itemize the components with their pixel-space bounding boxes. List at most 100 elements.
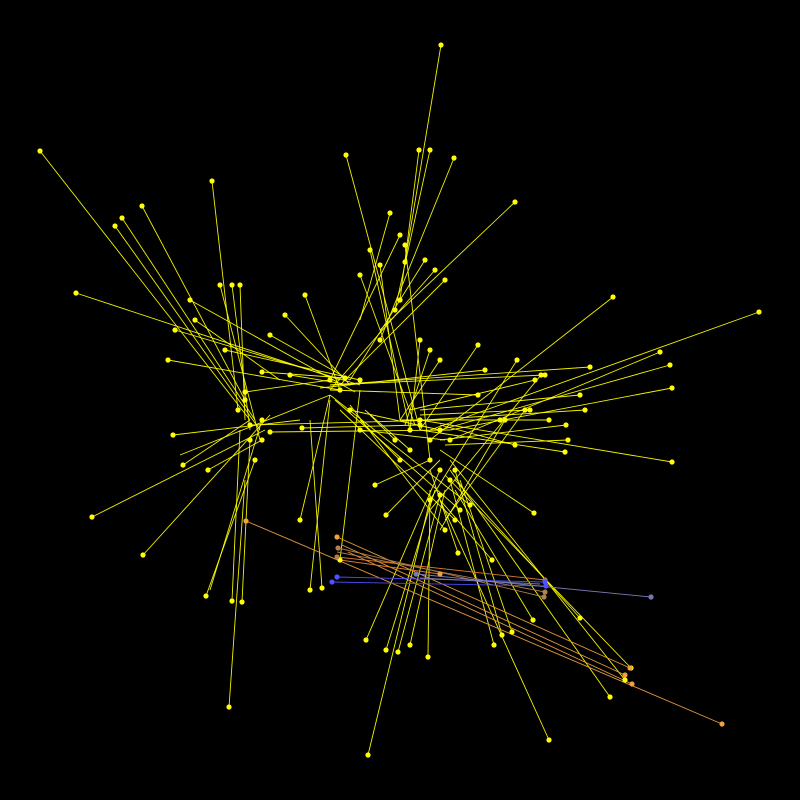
graph-node-40 bbox=[402, 242, 408, 248]
graph-node-36 bbox=[397, 232, 403, 238]
graph-node-23 bbox=[259, 369, 265, 375]
graph-node-12 bbox=[180, 462, 186, 468]
graph-node-91 bbox=[392, 437, 398, 443]
graph-edge-104 bbox=[424, 409, 586, 421]
graph-node-42 bbox=[282, 312, 288, 318]
graph-node-102 bbox=[582, 407, 588, 413]
graph-node-134 bbox=[243, 518, 249, 524]
graph-edge-0 bbox=[39, 150, 251, 421]
graph-edge-34 bbox=[379, 201, 516, 331]
graph-node-59 bbox=[514, 357, 520, 363]
graph-edge-11 bbox=[172, 419, 301, 436]
graph-node-38 bbox=[367, 247, 373, 253]
graph-node-72 bbox=[509, 629, 515, 635]
graph-edge-31 bbox=[379, 157, 455, 341]
graph-edge-55 bbox=[329, 389, 479, 396]
graph-edge-66 bbox=[367, 499, 431, 756]
graph-edge-56 bbox=[439, 424, 567, 441]
graph-edge-94 bbox=[364, 409, 411, 451]
graph-node-143 bbox=[542, 589, 548, 595]
graph-edge-20 bbox=[219, 284, 261, 441]
graph-node-43 bbox=[267, 332, 273, 338]
graph-edge-45 bbox=[269, 334, 351, 381]
graph-edge-105 bbox=[349, 409, 441, 431]
graph-node-20 bbox=[237, 282, 243, 288]
graph-node-103 bbox=[347, 407, 353, 413]
graph-edge-108 bbox=[249, 419, 441, 426]
graph-node-32 bbox=[512, 199, 518, 205]
graph-node-96 bbox=[475, 342, 481, 348]
graph-edge-9 bbox=[91, 429, 266, 518]
graph-node-41 bbox=[302, 292, 308, 298]
graph-node-105 bbox=[299, 425, 305, 431]
graph-node-48 bbox=[669, 385, 675, 391]
graph-node-53 bbox=[475, 392, 481, 398]
graph-node-14 bbox=[203, 593, 209, 599]
graph-node-11 bbox=[170, 432, 176, 438]
graph-edge-80 bbox=[439, 499, 493, 561]
graph-node-149 bbox=[542, 579, 548, 585]
graph-edge-86 bbox=[299, 394, 331, 521]
graph-node-62 bbox=[502, 417, 508, 423]
graph-edge-12 bbox=[182, 419, 251, 466]
graph-edge-13 bbox=[207, 439, 263, 471]
graph-node-142 bbox=[541, 594, 547, 600]
graph-node-5 bbox=[73, 290, 79, 296]
graph-edge-101 bbox=[419, 409, 531, 416]
graph-node-101 bbox=[577, 392, 583, 398]
graph-node-97 bbox=[497, 417, 503, 423]
graph-node-140 bbox=[437, 571, 443, 577]
graph-node-78 bbox=[489, 557, 495, 563]
graph-node-122 bbox=[427, 497, 433, 503]
graph-node-129 bbox=[407, 427, 413, 433]
graph-edge-39 bbox=[379, 264, 401, 421]
graph-node-68 bbox=[425, 654, 431, 660]
graph-edge-64 bbox=[439, 419, 506, 531]
graph-node-135 bbox=[719, 721, 725, 727]
graph-node-26 bbox=[438, 42, 444, 48]
graph-node-69 bbox=[363, 637, 369, 643]
graph-node-31 bbox=[387, 210, 393, 216]
graph-node-89 bbox=[442, 527, 448, 533]
graph-node-99 bbox=[527, 407, 533, 413]
graph-node-93 bbox=[417, 337, 423, 343]
graph-edge-107 bbox=[301, 424, 421, 429]
graph-edge-75 bbox=[454, 489, 534, 621]
nodes-layer bbox=[37, 42, 762, 758]
graph-node-148 bbox=[334, 574, 340, 580]
graph-edge-2 bbox=[121, 217, 256, 421]
graph-edge-87 bbox=[339, 389, 361, 561]
graph-edge-60 bbox=[439, 449, 535, 514]
graph-edge-40 bbox=[369, 249, 411, 431]
graph-edge-121 bbox=[419, 577, 541, 585]
graph-edge-46 bbox=[429, 296, 614, 441]
graph-node-4 bbox=[209, 178, 215, 184]
graph-node-131 bbox=[397, 297, 403, 303]
graph-node-25 bbox=[242, 389, 248, 395]
graph-node-54 bbox=[563, 422, 569, 428]
graph-edge-37 bbox=[339, 279, 446, 386]
graph-edge-22 bbox=[239, 284, 246, 421]
graph-node-3 bbox=[139, 203, 145, 209]
graph-node-57 bbox=[546, 417, 552, 423]
graph-node-113 bbox=[259, 437, 265, 443]
graph-node-124 bbox=[447, 477, 453, 483]
graph-node-132 bbox=[392, 307, 398, 313]
graph-node-83 bbox=[319, 585, 325, 591]
graph-node-10 bbox=[140, 552, 146, 558]
graph-edge-98 bbox=[419, 344, 479, 431]
graph-node-47 bbox=[667, 362, 673, 368]
graph-edge-69 bbox=[409, 489, 446, 646]
graph-edge-50 bbox=[449, 387, 673, 431]
graph-node-121 bbox=[417, 417, 423, 423]
graph-node-120 bbox=[437, 427, 443, 433]
graph-node-119 bbox=[447, 437, 453, 443]
graph-node-37 bbox=[377, 262, 383, 268]
graph-node-87 bbox=[457, 507, 463, 513]
graph-node-67 bbox=[407, 642, 413, 648]
graph-node-90 bbox=[397, 457, 403, 463]
graph-node-8 bbox=[187, 297, 193, 303]
graph-node-110 bbox=[242, 397, 248, 403]
graph-node-55 bbox=[565, 437, 571, 443]
